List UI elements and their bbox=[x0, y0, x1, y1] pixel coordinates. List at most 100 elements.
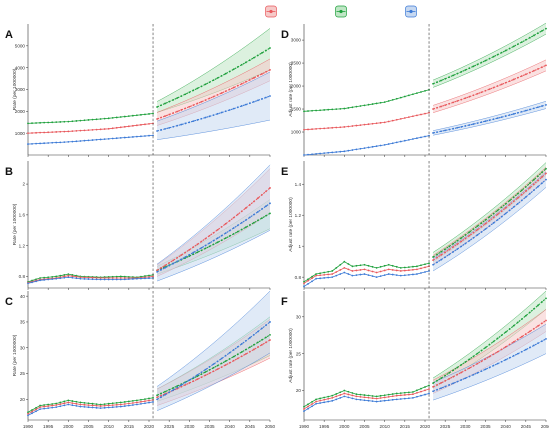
history-point-s2 bbox=[55, 121, 58, 124]
history-point-s3 bbox=[375, 145, 378, 148]
forecast-point-s3 bbox=[172, 125, 175, 128]
forecast-point-s1 bbox=[240, 82, 243, 85]
history-point-s3 bbox=[395, 398, 398, 401]
forecast-point-s1 bbox=[440, 381, 443, 384]
history-point-s3 bbox=[71, 404, 74, 407]
forecast-point-s3 bbox=[516, 352, 519, 355]
forecast-point-s2 bbox=[208, 81, 211, 84]
history-point-s1 bbox=[51, 131, 54, 134]
history-point-s3 bbox=[140, 277, 142, 280]
forecast-point-s3 bbox=[533, 344, 535, 347]
y-tick-label: 3000 bbox=[291, 38, 302, 43]
band-high-s1 bbox=[156, 58, 271, 113]
forecast-point-s2 bbox=[244, 348, 247, 351]
forecast-point-s2 bbox=[533, 308, 535, 310]
forecast-point-s3 bbox=[224, 110, 227, 113]
forecast-point-s2 bbox=[448, 245, 451, 248]
forecast-point-s1 bbox=[496, 85, 499, 87]
x-tick-label: 2025 bbox=[440, 424, 451, 429]
forecast-point-s2 bbox=[265, 214, 267, 217]
forecast-point-s2 bbox=[456, 366, 459, 369]
history-point-s3 bbox=[363, 273, 366, 275]
forecast-point-s3 bbox=[257, 99, 259, 102]
forecast-point-s3 bbox=[512, 354, 515, 357]
forecast-point-s3 bbox=[432, 132, 434, 134]
history-point-s1 bbox=[127, 125, 130, 128]
history-point-s3 bbox=[343, 150, 346, 153]
history-point-s2 bbox=[327, 108, 330, 111]
history-point-s1 bbox=[107, 404, 110, 407]
forecast-point-s2 bbox=[236, 230, 239, 233]
history-point-s3 bbox=[416, 273, 418, 275]
forecast-point-s2 bbox=[484, 346, 487, 349]
history-point-s3 bbox=[136, 135, 138, 138]
forecast-point-s2 bbox=[516, 321, 519, 324]
forecast-point-s2 bbox=[496, 209, 499, 212]
x-tick-label: 2010 bbox=[104, 424, 115, 429]
forecast-point-s2 bbox=[164, 390, 167, 393]
history-point-s3 bbox=[71, 140, 74, 143]
forecast-point-s1 bbox=[504, 81, 507, 84]
forecast-point-s1 bbox=[541, 176, 543, 178]
history-point-s3 bbox=[144, 135, 146, 137]
x-tick-label: 2045 bbox=[245, 424, 256, 429]
forecast-point-s2 bbox=[528, 311, 531, 314]
history-point-s1 bbox=[103, 404, 106, 407]
y-tick-label: 2 bbox=[22, 182, 25, 187]
history-point-s2 bbox=[103, 117, 106, 120]
forecast-point-s3 bbox=[265, 96, 267, 99]
forecast-point-s3 bbox=[269, 202, 271, 205]
forecast-point-s1 bbox=[468, 234, 471, 237]
forecast-point-s2 bbox=[184, 93, 187, 96]
history-point-s1 bbox=[123, 277, 126, 279]
history-point-s1 bbox=[331, 396, 334, 399]
forecast-point-s3 bbox=[537, 185, 539, 188]
band-low-s3 bbox=[432, 187, 547, 272]
history-point-s2 bbox=[43, 121, 46, 124]
history-point-s3 bbox=[31, 281, 33, 284]
forecast-point-s1 bbox=[492, 86, 495, 89]
history-point-s2 bbox=[424, 263, 426, 266]
history-point-s1 bbox=[387, 120, 390, 123]
forecast-point-s1 bbox=[236, 357, 239, 360]
forecast-point-s1 bbox=[432, 108, 434, 110]
history-point-s2 bbox=[367, 103, 370, 106]
band-low-s3 bbox=[156, 352, 271, 411]
history-point-s3 bbox=[403, 274, 406, 277]
history-point-s1 bbox=[371, 122, 374, 125]
forecast-point-s2 bbox=[545, 167, 547, 170]
forecast-point-s2 bbox=[524, 314, 527, 317]
forecast-point-s3 bbox=[176, 386, 179, 389]
forecast-point-s2 bbox=[500, 51, 503, 54]
history-point-s3 bbox=[103, 278, 106, 281]
panel-letter: B bbox=[5, 166, 13, 178]
forecast-point-s3 bbox=[500, 116, 503, 119]
history-point-s1 bbox=[303, 408, 305, 410]
forecast-point-s3 bbox=[244, 339, 247, 342]
history-point-s3 bbox=[144, 402, 146, 405]
history-point-s2 bbox=[152, 396, 154, 399]
history-point-s3 bbox=[59, 405, 62, 408]
history-point-s2 bbox=[363, 394, 366, 396]
history-point-s1 bbox=[67, 274, 70, 277]
history-point-s1 bbox=[123, 403, 126, 405]
forecast-point-s3 bbox=[188, 253, 191, 256]
history-point-s1 bbox=[87, 129, 90, 132]
history-point-s3 bbox=[107, 137, 110, 140]
forecast-point-s3 bbox=[216, 237, 219, 240]
forecast-point-s1 bbox=[188, 105, 191, 108]
forecast-point-s1 bbox=[476, 228, 479, 231]
history-point-s1 bbox=[307, 405, 309, 408]
forecast-point-s1 bbox=[196, 378, 199, 381]
history-point-s2 bbox=[351, 106, 354, 109]
history-line-s2 bbox=[303, 89, 430, 112]
history-point-s2 bbox=[123, 401, 126, 403]
history-point-s2 bbox=[363, 263, 366, 266]
forecast-point-s3 bbox=[236, 106, 239, 109]
history-point-s1 bbox=[375, 122, 378, 125]
history-point-s1 bbox=[75, 275, 78, 278]
forecast-line-s1 bbox=[432, 64, 547, 110]
forecast-point-s2 bbox=[480, 349, 483, 352]
history-point-s2 bbox=[399, 96, 402, 99]
forecast-point-s1 bbox=[537, 325, 539, 327]
